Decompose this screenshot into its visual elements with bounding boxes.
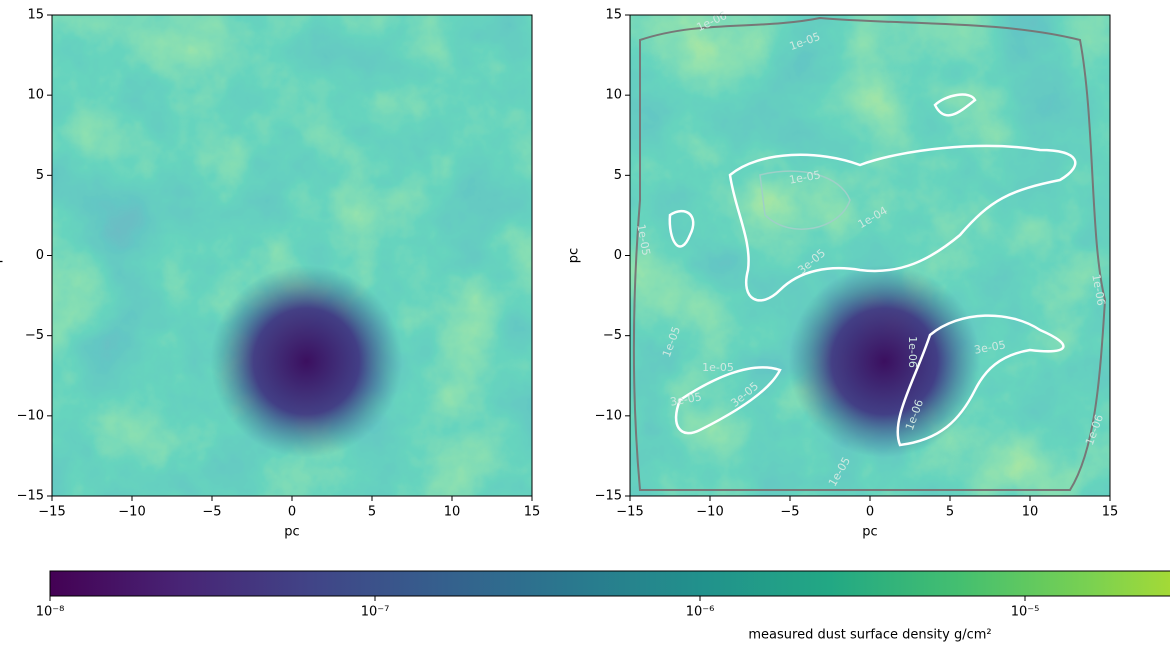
- x-tick-label: 0: [866, 505, 874, 520]
- x-axis-label: pc: [284, 525, 299, 540]
- y-tick-label: −10: [595, 408, 622, 423]
- x-tick-label: −10: [696, 505, 723, 520]
- x-tick-label: 5: [946, 505, 954, 520]
- contour-label: 1e-05: [634, 223, 652, 257]
- contour-label: 1e-05: [788, 168, 822, 186]
- colorbar-label: measured dust surface density g/cm²: [748, 628, 991, 643]
- contour-line: [728, 144, 1077, 302]
- y-tick-label: 15: [27, 8, 44, 23]
- contour-line: [674, 366, 782, 435]
- y-tick-label: 15: [605, 8, 622, 23]
- y-tick-label: −5: [25, 328, 44, 343]
- x-tick-label: 10: [444, 505, 461, 520]
- x-axis-label: pc: [862, 525, 877, 540]
- colorbar: [49, 570, 1170, 597]
- x-tick-label: 15: [524, 505, 541, 520]
- y-tick-label: −10: [17, 408, 44, 423]
- contour-label: 3e-05: [669, 390, 703, 408]
- contour-label: 3e-05: [973, 338, 1007, 356]
- x-tick-label: −5: [202, 505, 221, 520]
- contour-label: 1e-06: [906, 336, 919, 368]
- y-tick-label: 0: [36, 248, 44, 263]
- y-tick-label: 5: [36, 168, 44, 183]
- x-tick-label: −15: [38, 505, 65, 520]
- x-tick-label: −10: [118, 505, 145, 520]
- x-tick-label: 10: [1022, 505, 1039, 520]
- contour-line: [933, 93, 977, 117]
- y-tick-label: −15: [595, 489, 622, 504]
- y-tick-label: −15: [17, 489, 44, 504]
- y-axis-label: pc: [0, 248, 4, 263]
- contour-line: [633, 16, 1107, 491]
- heatmap-image: [630, 15, 1110, 496]
- cavity: [788, 265, 981, 458]
- colorbar-tick-label: 10⁻⁸: [36, 605, 65, 620]
- y-tick-label: 0: [614, 248, 622, 263]
- x-tick-label: 15: [1102, 505, 1119, 520]
- heatmap-image: [52, 15, 532, 496]
- y-tick-label: 5: [614, 168, 622, 183]
- y-tick-label: 10: [27, 88, 44, 103]
- contour-label: 1e-06: [1089, 273, 1107, 307]
- colorbar-tick-label: 10⁻⁶: [686, 605, 715, 620]
- contour-line: [759, 170, 851, 230]
- y-tick-label: 10: [605, 88, 622, 103]
- contour-label: 1e-05: [702, 361, 734, 374]
- x-tick-label: 0: [288, 505, 296, 520]
- colorbar-tick-label: 10⁻⁷: [361, 605, 390, 620]
- x-tick-label: 5: [368, 505, 376, 520]
- contour-line: [668, 209, 695, 248]
- cavity: [210, 265, 403, 458]
- y-tick-label: −5: [603, 328, 622, 343]
- colorbar-tick-label: 10⁻⁵: [1011, 605, 1040, 620]
- y-axis-label: pc: [567, 248, 582, 263]
- x-tick-label: −5: [780, 505, 799, 520]
- x-tick-label: −15: [616, 505, 643, 520]
- contour-line: [896, 314, 1065, 447]
